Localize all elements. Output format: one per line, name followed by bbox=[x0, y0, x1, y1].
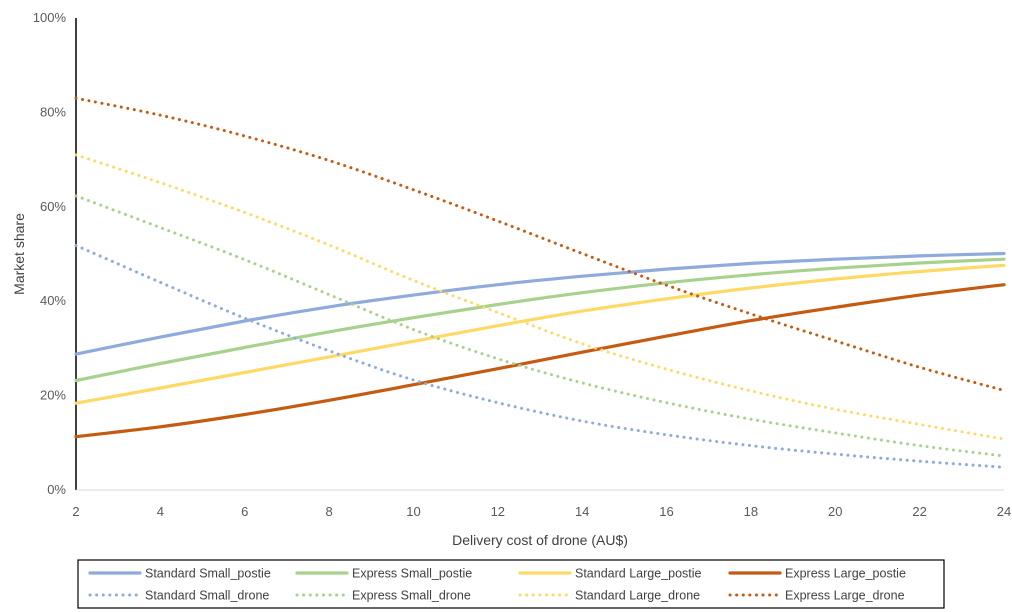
x-tick-label: 6 bbox=[241, 504, 248, 519]
series-line-express-small-postie bbox=[74, 257, 1006, 383]
x-tick-label: 14 bbox=[575, 504, 589, 519]
x-tick-labels: 2 4 6 8 10 12 14 16 18 20 22 24 bbox=[72, 504, 1011, 519]
y-tick-label: 20% bbox=[40, 388, 66, 403]
series-line-express-large-postie bbox=[74, 283, 1006, 439]
y-tick-label: 100% bbox=[33, 10, 67, 25]
legend-label-express-small-postie: Express Small_postie bbox=[352, 567, 472, 581]
y-tick-label: 80% bbox=[40, 104, 66, 119]
x-tick-label: 2 bbox=[72, 504, 79, 519]
x-tick-label: 20 bbox=[828, 504, 842, 519]
legend-label-standard-large-drone: Standard Large_drone bbox=[575, 589, 700, 603]
series-line-standard-small-postie bbox=[74, 251, 1006, 356]
series-line-express-large-drone bbox=[74, 96, 1006, 392]
y-tick-label: 0% bbox=[47, 482, 66, 497]
legend-label-express-large-postie: Express Large_postie bbox=[785, 567, 906, 581]
series-layer bbox=[74, 96, 1006, 469]
series-line-standard-large-drone bbox=[74, 153, 1006, 441]
x-tick-label: 22 bbox=[912, 504, 926, 519]
legend-label-standard-small-drone: Standard Small_drone bbox=[145, 589, 269, 603]
x-tick-label: 24 bbox=[997, 504, 1011, 519]
legend: Standard Small_postie Express Small_posti… bbox=[77, 559, 945, 609]
legend-label-standard-small-postie: Standard Small_postie bbox=[145, 567, 271, 581]
y-axis-title: Market share bbox=[11, 213, 27, 295]
legend-label-express-large-drone: Express Large_drone bbox=[785, 589, 905, 603]
series-line-express-small-drone bbox=[74, 194, 1006, 458]
plot-area bbox=[75, 18, 1004, 491]
x-axis-title: Delivery cost of drone (AU$) bbox=[452, 532, 628, 548]
series-line-standard-large-postie bbox=[74, 263, 1006, 405]
x-tick-label: 16 bbox=[659, 504, 673, 519]
legend-label-standard-large-postie: Standard Large_postie bbox=[575, 567, 702, 581]
legend-label-express-small-drone: Express Small_drone bbox=[352, 589, 471, 603]
x-tick-label: 18 bbox=[744, 504, 758, 519]
y-tick-labels: 0% 20% 40% 60% 80% 100% bbox=[33, 10, 67, 497]
legend-frame bbox=[77, 559, 945, 609]
series-line-standard-small-drone bbox=[74, 244, 1006, 469]
x-tick-label: 8 bbox=[325, 504, 332, 519]
x-tick-label: 4 bbox=[157, 504, 164, 519]
y-tick-label: 60% bbox=[40, 199, 66, 214]
x-tick-label: 10 bbox=[406, 504, 420, 519]
x-tick-label: 12 bbox=[491, 504, 505, 519]
y-tick-label: 40% bbox=[40, 293, 66, 308]
